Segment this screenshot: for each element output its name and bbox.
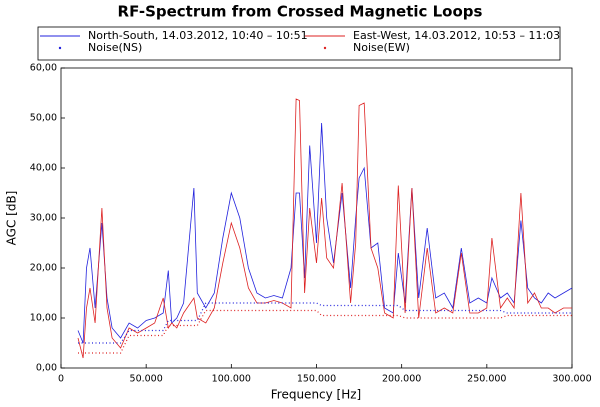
- legend-label: Noise(EW): [353, 41, 410, 54]
- x-axis-label: Frequency [Hz]: [271, 388, 362, 402]
- chart-title: RF-Spectrum from Crossed Magnetic Loops: [118, 3, 483, 21]
- y-tick-label: 20,00: [30, 263, 57, 274]
- legend-marker: [323, 46, 327, 50]
- legend-label: Noise(NS): [88, 41, 142, 54]
- noise-line: [78, 302, 572, 344]
- legend-marker: [58, 46, 62, 50]
- y-tick-label: 30,00: [30, 213, 57, 224]
- y-tick-label: 40,00: [30, 163, 57, 174]
- x-tick-label: 150.000: [297, 374, 336, 385]
- x-tick-label: 300.000: [552, 374, 591, 385]
- legend-label: North-South, 14.03.2012, 10:40 – 10:51: [88, 29, 308, 42]
- x-tick-label: 250.000: [467, 374, 506, 385]
- noise-line: [78, 309, 572, 354]
- y-tick-label: 10,00: [30, 313, 57, 324]
- x-tick-label: 0: [58, 374, 64, 385]
- legend-box: [37, 26, 561, 61]
- x-tick-label: 100.000: [212, 374, 251, 385]
- spectrum-line: [77, 98, 572, 359]
- spectrum-line: [77, 122, 573, 344]
- y-tick-label: 0,00: [36, 363, 57, 374]
- x-tick-label: 50.000: [130, 374, 163, 385]
- legend-label: East-West, 14.03.2012, 10:53 – 11:03: [353, 29, 560, 42]
- x-tick-label: 200.000: [382, 374, 421, 385]
- y-tick-label: 60,00: [30, 63, 57, 74]
- y-tick-label: 50,00: [30, 113, 57, 124]
- plot-frame: [60, 67, 573, 369]
- y-axis-label: AGC [dB]: [5, 191, 19, 246]
